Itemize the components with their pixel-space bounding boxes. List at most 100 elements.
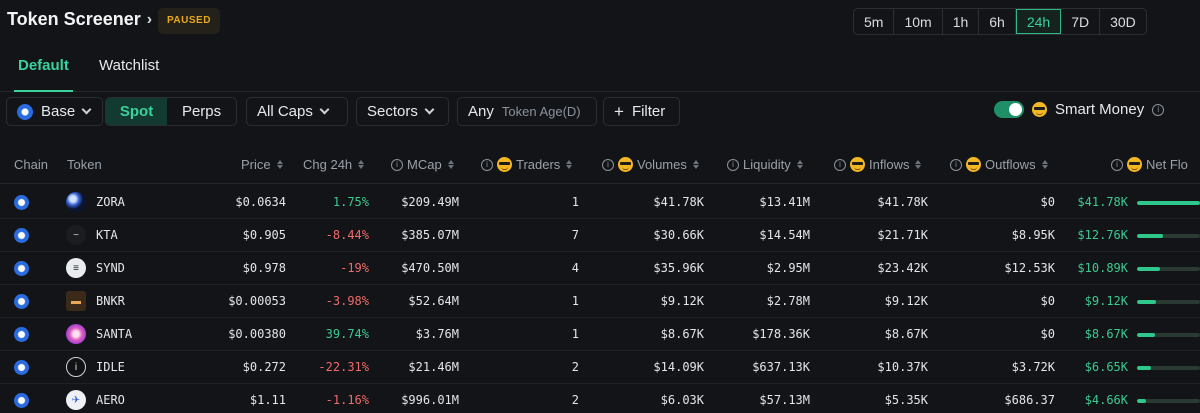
info-icon[interactable]: i xyxy=(1152,103,1165,116)
table-row[interactable]: ✈ AERO $1.11 -1.16% $996.01M 2 $6.03K $57.13M $5… xyxy=(0,384,1200,413)
inflows-cell: $8.67K xyxy=(884,327,928,341)
chain-cell xyxy=(14,393,29,413)
volumes-cell: $41.78K xyxy=(653,195,704,209)
column-liquidity[interactable]: i Liquidity xyxy=(727,157,803,172)
tab-watchlist[interactable]: Watchlist xyxy=(99,57,160,74)
outflows-cell: $12.53K xyxy=(1004,261,1055,275)
chain-cell xyxy=(14,195,29,215)
table-row[interactable]: i IDLE $0.272 -22.31% $21.46M 2 $14.09K $637.13… xyxy=(0,351,1200,384)
caps-dropdown[interactable]: All Caps xyxy=(246,97,348,126)
base-chain-icon xyxy=(17,103,33,120)
chevron-right-icon: › xyxy=(146,10,153,28)
sort-icon xyxy=(1041,160,1048,169)
chain-selector[interactable]: Base xyxy=(6,97,103,126)
table-header: Chain Token Price Chg 24h i MCap i Traders… xyxy=(0,148,1200,184)
outflows-cell: $0 xyxy=(1040,294,1055,308)
netflow-cell: $8.67K xyxy=(1084,327,1128,341)
info-icon[interactable]: i xyxy=(727,158,739,171)
chg-cell: -22.31% xyxy=(318,360,369,374)
chg-cell: -8.44% xyxy=(325,228,369,242)
outflows-cell: $686.37 xyxy=(1004,393,1055,407)
chain-selector-label: Base xyxy=(41,103,76,120)
column-volumes[interactable]: i Volumes xyxy=(602,157,699,172)
token-symbol[interactable]: BNKR xyxy=(96,294,125,308)
table-row[interactable]: ▬ BNKR $0.00053 -3.98% $52.64M 1 $9.12K $2.78M $… xyxy=(0,285,1200,318)
netflow-bar-fill xyxy=(1137,234,1164,238)
token-symbol[interactable]: SYND xyxy=(96,261,125,275)
info-icon[interactable]: i xyxy=(391,158,403,171)
price-cell: $0.0634 xyxy=(235,195,286,209)
inflows-cell: $5.35K xyxy=(884,393,928,407)
chain-cell xyxy=(14,327,29,347)
sort-icon xyxy=(447,160,454,169)
netflow-cell: $10.89K xyxy=(1077,261,1128,275)
view-tabs: Default Watchlist xyxy=(0,50,1200,92)
spot-button[interactable]: Spot xyxy=(106,98,168,125)
traders-cell: 7 xyxy=(571,228,579,242)
mcap-cell: $52.64M xyxy=(408,294,459,308)
bnkr-icon: ▬ xyxy=(66,291,86,311)
sectors-dropdown[interactable]: Sectors xyxy=(356,97,449,126)
tab-default[interactable]: Default xyxy=(14,57,73,92)
kta-icon: ~ xyxy=(66,225,86,245)
chevron-down-icon xyxy=(424,104,435,115)
column-outflows-label: Outflows xyxy=(985,157,1036,172)
column-price[interactable]: Price xyxy=(241,157,283,172)
timeframe-1h[interactable]: 1h xyxy=(943,9,980,34)
token-symbol[interactable]: IDLE xyxy=(96,360,125,374)
inflows-cell: $23.42K xyxy=(877,261,928,275)
sort-icon xyxy=(692,160,699,169)
chg-cell: 39.74% xyxy=(325,327,369,341)
column-token-label: Token xyxy=(67,157,102,172)
santa-icon xyxy=(66,324,86,344)
column-chg[interactable]: Chg 24h xyxy=(303,157,365,172)
netflow-bar-fill xyxy=(1137,399,1147,403)
page-title-text: Token Screener xyxy=(7,9,141,29)
token-symbol[interactable]: ZORA xyxy=(96,195,125,209)
price-cell: $0.00380 xyxy=(228,327,286,341)
info-icon[interactable]: i xyxy=(1111,158,1123,171)
traders-cell: 1 xyxy=(571,327,579,341)
token-symbol[interactable]: KTA xyxy=(96,228,118,242)
token-symbol[interactable]: AERO xyxy=(96,393,125,407)
column-inflows[interactable]: i Inflows xyxy=(834,157,922,172)
outflows-cell: $0 xyxy=(1040,327,1055,341)
liquidity-cell: $57.13M xyxy=(759,393,810,407)
table-row[interactable]: ≡ SYND $0.978 -19% $470.50M 4 $35.96K $2.95M $23… xyxy=(0,252,1200,285)
aero-icon: ✈ xyxy=(66,390,86,410)
column-netflow[interactable]: i Net Flo xyxy=(1111,157,1188,172)
sunglasses-emoji-icon xyxy=(850,157,865,172)
timeframe-6h[interactable]: 6h xyxy=(979,9,1016,34)
page-title[interactable]: Token Screener › xyxy=(7,9,152,30)
info-icon[interactable]: i xyxy=(834,158,846,171)
table-row[interactable]: ~ KTA $0.905 -8.44% $385.07M 7 $30.66K $14.54M $… xyxy=(0,219,1200,252)
timeframe-10m[interactable]: 10m xyxy=(894,9,943,34)
token-age-input[interactable]: Any Token Age(D) xyxy=(457,97,597,126)
timeframe-7d[interactable]: 7D xyxy=(1061,9,1101,34)
perps-button[interactable]: Perps xyxy=(181,103,222,120)
table-row[interactable]: SANTA $0.00380 39.74% $3.76M 1 $8.67K $178.36K… xyxy=(0,318,1200,351)
smart-money-toggle[interactable] xyxy=(994,101,1024,118)
column-outflows[interactable]: i Outflows xyxy=(950,157,1048,172)
info-icon[interactable]: i xyxy=(602,158,614,171)
chg-cell: -1.16% xyxy=(325,393,369,407)
netflow-bar xyxy=(1137,366,1200,370)
sort-icon xyxy=(915,160,922,169)
column-traders-label: Traders xyxy=(516,157,561,172)
smart-money-control: Smart Money i xyxy=(994,101,1165,118)
mcap-cell: $996.01M xyxy=(401,393,459,407)
info-icon[interactable]: i xyxy=(481,158,493,171)
column-traders[interactable]: i Traders xyxy=(481,157,573,172)
netflow-bar-fill xyxy=(1137,201,1200,205)
timeframe-5m[interactable]: 5m xyxy=(854,9,895,34)
token-symbol[interactable]: SANTA xyxy=(96,327,133,341)
timeframe-24h[interactable]: 24h xyxy=(1015,9,1062,34)
column-mcap[interactable]: i MCap xyxy=(391,157,454,172)
netflow-bar xyxy=(1137,333,1200,337)
add-filter-button[interactable]: + Filter xyxy=(603,97,680,126)
table-row[interactable]: ZORA $0.0634 1.75% $209.49M 1 $41.78K $13.41M $… xyxy=(0,186,1200,219)
chain-cell xyxy=(14,261,29,281)
timeframe-30d[interactable]: 30D xyxy=(1110,13,1136,30)
info-icon[interactable]: i xyxy=(950,158,962,171)
